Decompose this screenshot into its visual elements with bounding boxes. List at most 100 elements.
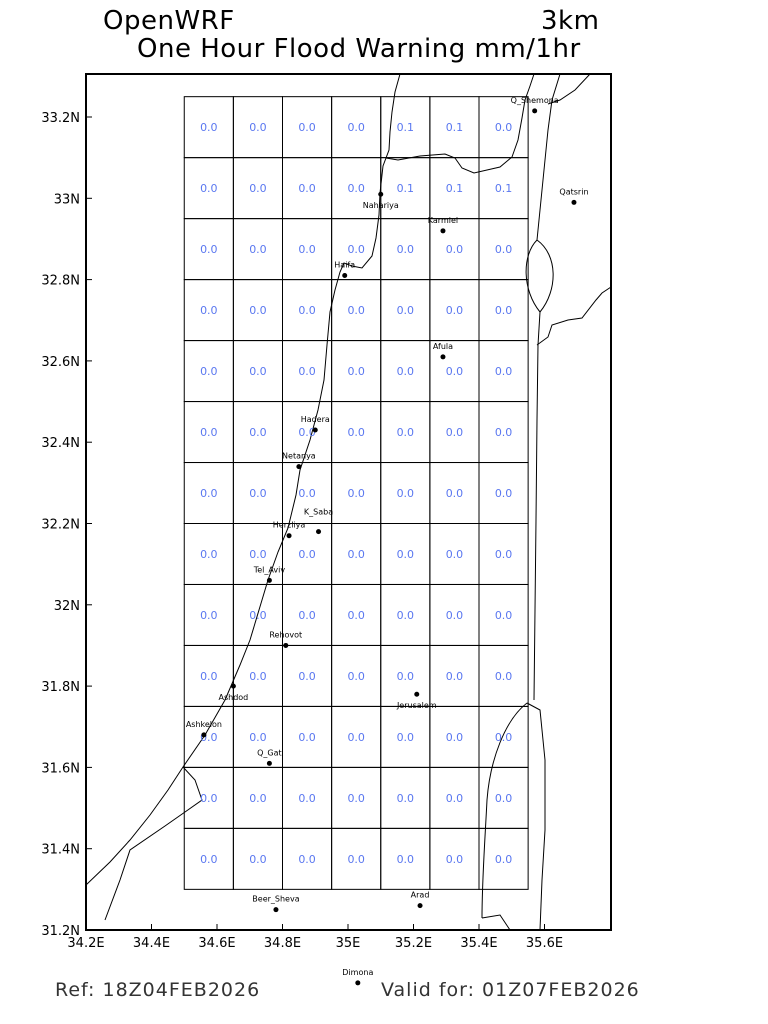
cell-value: 0.0 <box>298 182 316 195</box>
axes: 34.2E 34.4E 34.6E 34.8E 35E 35.2E 35.4E 35.6E 31… <box>41 111 563 951</box>
cell-value: 0.0 <box>397 487 415 500</box>
city-label: Afula <box>433 342 453 351</box>
y-tick-label: 32.8N <box>41 274 80 289</box>
cell-value: 0.0 <box>298 426 316 439</box>
city-label: Q_Gat <box>257 748 282 757</box>
cell-value: 0.0 <box>397 670 415 683</box>
grid-cell <box>478 827 529 890</box>
city-label: Karmiel <box>428 216 458 225</box>
cell-value: 0.1 <box>397 182 415 195</box>
city-label: Rehovot <box>269 630 302 639</box>
cell-value: 0.0 <box>249 792 267 805</box>
cell-value: 0.0 <box>249 731 267 744</box>
cell-value: 0.0 <box>495 792 513 805</box>
city-label: Ashdod <box>218 693 248 702</box>
cell-value: 0.1 <box>446 182 464 195</box>
cell-value: 0.0 <box>495 304 513 317</box>
cell-value: 0.0 <box>200 853 218 866</box>
cell-value: 0.0 <box>397 731 415 744</box>
city-label: Ashkelon <box>186 720 222 729</box>
cell-value: 0.0 <box>446 304 464 317</box>
cell-value: 0.0 <box>298 853 316 866</box>
cell-value: 0.0 <box>446 365 464 378</box>
southern-line <box>481 914 511 931</box>
cell-value: 0.0 <box>298 731 316 744</box>
y-tick-label: 32N <box>54 599 80 614</box>
city-dot <box>355 980 361 986</box>
resolution-label: 3km <box>541 6 600 36</box>
cell-value: 0.0 <box>200 182 218 195</box>
cell-value: 0.0 <box>446 426 464 439</box>
y-tick-label: 32.4N <box>41 436 80 451</box>
cell-value: 0.0 <box>495 548 513 561</box>
model-name: OpenWRF <box>103 6 235 36</box>
cell-value: 0.0 <box>298 792 316 805</box>
city-dot <box>440 354 446 360</box>
northern-border <box>385 73 535 174</box>
city-dot <box>342 273 348 279</box>
cell-value: 0.0 <box>249 243 267 256</box>
cell-value: 0.0 <box>249 487 267 500</box>
y-tick-label: 31.6N <box>41 761 80 776</box>
cell-value: 0.0 <box>298 304 316 317</box>
cell-value: 0.0 <box>200 304 218 317</box>
jordan-valley <box>533 311 541 701</box>
cell-value: 0.1 <box>397 121 415 134</box>
city-dot <box>273 907 279 913</box>
city-label: Nahariya <box>363 201 399 210</box>
city-label: Herzliya <box>273 521 306 530</box>
x-tick-label: 34.8E <box>264 936 301 951</box>
city-dot <box>266 577 272 583</box>
cell-value: 0.0 <box>298 365 316 378</box>
x-tick-label: 34.6E <box>198 936 235 951</box>
cell-value: 0.0 <box>397 243 415 256</box>
city-label: Jerusalem <box>396 701 437 710</box>
cell-value: 0.0 <box>347 609 365 622</box>
x-tick-label: 35.2E <box>395 936 432 951</box>
cell-value: 0.0 <box>446 853 464 866</box>
cell-value: 0.0 <box>495 243 513 256</box>
cell-value: 0.0 <box>200 792 218 805</box>
cell-value: 0.0 <box>347 548 365 561</box>
cell-value: 0.0 <box>397 792 415 805</box>
city-dot <box>296 464 302 470</box>
cell-value: 0.0 <box>397 304 415 317</box>
cell-value: 0.0 <box>298 243 316 256</box>
cell-value: 0.0 <box>446 792 464 805</box>
cell-value: 0.0 <box>249 853 267 866</box>
city-dot <box>316 529 322 535</box>
cell-value: 0.0 <box>200 609 218 622</box>
cell-value: 0.0 <box>249 670 267 683</box>
city-label: Hadera <box>301 415 330 424</box>
sea-of-galilee <box>525 239 554 313</box>
cell-value: 0.0 <box>495 670 513 683</box>
city-dot <box>201 732 207 738</box>
eastern-border <box>536 73 561 241</box>
coastline <box>85 73 401 886</box>
cell-value: 0.0 <box>397 365 415 378</box>
cell-value: 0.0 <box>347 853 365 866</box>
cell-value: 0.0 <box>347 121 365 134</box>
cell-value: 0.0 <box>446 731 464 744</box>
city-dot <box>440 228 446 234</box>
cell-value: 0.0 <box>347 243 365 256</box>
city-label: Beer_Sheva <box>252 895 299 904</box>
cell-value: 0.0 <box>298 121 316 134</box>
cell-value: 0.0 <box>495 121 513 134</box>
cell-value: 0.0 <box>298 670 316 683</box>
cell-value: 0.0 <box>347 182 365 195</box>
cell-value: 0.0 <box>200 548 218 561</box>
cell-value: 0.0 <box>446 548 464 561</box>
y-tick-label: 32.2N <box>41 518 80 533</box>
ref-time: Ref: 18Z04FEB2026 <box>55 979 261 1001</box>
cell-value: 0.0 <box>347 426 365 439</box>
cell-value: 0.0 <box>397 853 415 866</box>
cell-value: 0.0 <box>249 426 267 439</box>
city-dot <box>414 691 420 697</box>
golan-north <box>547 73 591 105</box>
cell-value: 0.0 <box>249 609 267 622</box>
cell-value: 0.0 <box>249 304 267 317</box>
cell-value: 0.0 <box>397 548 415 561</box>
cell-value: 0.0 <box>446 487 464 500</box>
